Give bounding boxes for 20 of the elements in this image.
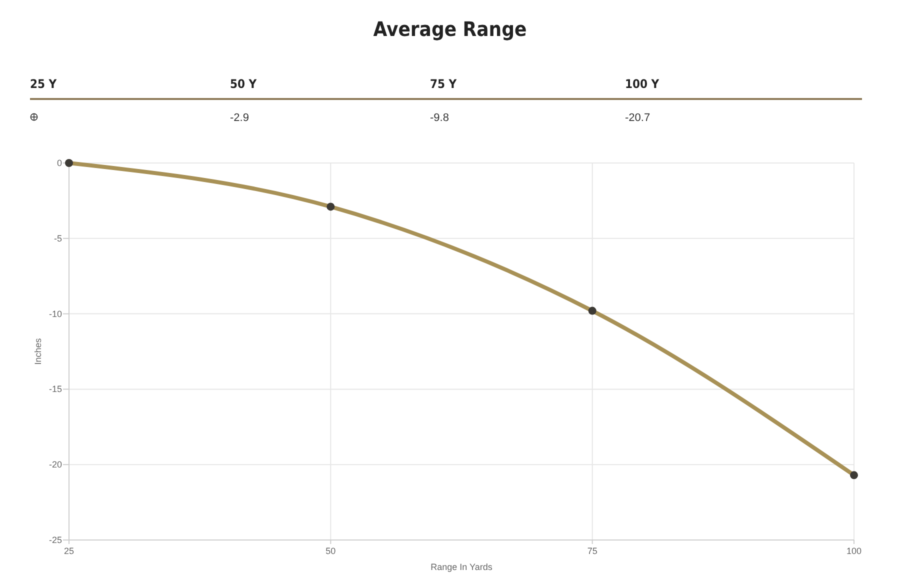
text: -9.8 [430,112,449,124]
y-tick-label: -25 [48,535,62,545]
text: 50 Y [230,77,257,91]
y-tick-label: -10 [48,308,62,319]
y-axis-title: Inches [33,338,43,365]
text: 25 Y [30,77,57,91]
chart-title: Average Range [373,17,527,41]
x-tick-label: 50 [326,546,336,556]
text: 75 Y [430,77,457,91]
text: -2.9 [230,112,249,124]
x-tick-label: 75 [587,546,598,556]
x-axis-title: Range In Yards [430,562,493,572]
y-tick-label: 0 [56,158,62,168]
text: 100 Y [625,77,660,91]
y-tick-label: -5 [54,233,62,244]
text: -20.7 [625,112,650,124]
x-tick-label: 25 [64,546,74,556]
y-tick-label: -20 [48,460,62,470]
y-tick-label: -15 [48,384,62,394]
x-tick-label: 100 [846,546,862,556]
